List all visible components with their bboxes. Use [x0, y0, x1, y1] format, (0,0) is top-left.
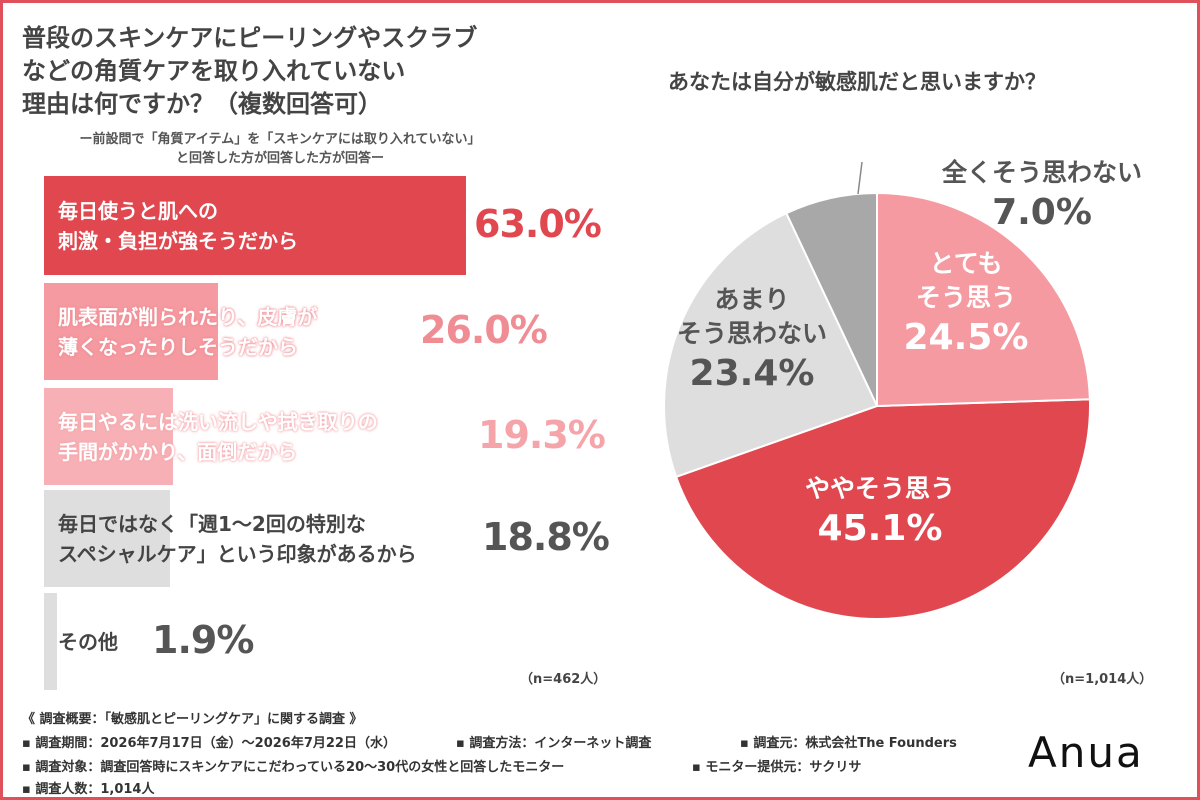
left-title-line-3: 理由は何ですか？（複数回答可） [22, 90, 382, 118]
bar-value-5: 1.9% [152, 617, 254, 662]
bar-label-4: 毎日ではなく「週1〜2回の特別なスペシャルケア」という印象があるから [58, 509, 417, 569]
left-chart-note: ー前設問で「角質アイテム」を「スキンケアには取り入れていない」 と回答した方が回… [40, 130, 520, 168]
pie-value-2: 45.1% [817, 508, 943, 549]
pie-label-1-line-2: そう思う [915, 283, 1016, 312]
survey-heading: 《 調査概要：「敏感肌とピーリングケア」に関する調査 》 [22, 712, 363, 727]
bar-label-4-line-2: スペシャルケア」という印象があるから [58, 541, 417, 566]
bar-label-5: その他 [58, 627, 118, 657]
bar-label-2: 肌表面が削られたり、皮膚が 薄くなったりしそうだから [58, 302, 317, 362]
right-n-label: （n=1,014人） [1052, 672, 1153, 687]
bar-value-3: 19.3% [478, 412, 606, 457]
pie-slice-3 [663, 211, 879, 479]
pie-label-3: あまりそう思わない 23.4% [677, 283, 827, 397]
pie-label-2-line-1: ややそう思う [805, 474, 956, 503]
bar-5 [44, 593, 57, 690]
left-title-line-2: などの角質ケアを取り入れていない [22, 57, 406, 85]
pie-label-2: ややそう思う 45.1% [805, 472, 955, 552]
bar-label-3-line-2: 手間がかかり、面倒だから [58, 439, 298, 464]
bar-3 [44, 388, 174, 485]
survey-source: ▪ 調査元：株式会社The Founders [740, 736, 957, 751]
survey-method: ▪ 調査方法：インターネット調査 [456, 736, 652, 751]
bar-label-1-line-2: 刺激・負担が強そうだから [58, 228, 298, 253]
bar-value-1: 63.0% [474, 201, 602, 246]
left-chart-title: 普段のスキンケアにピーリングやスクラブ などの角質ケアを取り入れていない 理由は… [22, 22, 582, 121]
pie-label-1-line-1: とても [929, 249, 1003, 278]
bar-label-3: 毎日やるには洗い流しや拭き取りの 手間がかかり、面倒だから [58, 407, 378, 467]
pie-label-3-line-2: そう思わない [677, 319, 828, 348]
pie-label-4-line-1: 全くそう思わない [942, 158, 1143, 187]
survey-count: ▪ 調査人数：1,014人 [22, 782, 155, 797]
bar-label-2-line-2: 薄くなったりしそうだから [58, 334, 298, 359]
bar-label-1-line-1: 毎日使うと肌への [58, 198, 218, 223]
bar-2 [44, 283, 219, 380]
bar-label-1: 毎日使うと肌への刺激・負担が強そうだから [58, 196, 298, 256]
left-note-line-2: と回答した方が回答した方が回答ー [175, 151, 384, 166]
pie-label-1: とてもそう思う 24.5% [904, 247, 1029, 361]
survey-target: ▪ 調査対象：調査回答時にスキンケアにこだわっている20〜30代の女性と回答した… [22, 760, 565, 775]
pie-label-3-line-1: あまり [714, 285, 790, 314]
bar-value-2: 26.0% [420, 307, 548, 352]
pie-value-4: 7.0% [992, 192, 1092, 233]
bar-4 [44, 490, 170, 587]
right-chart-title: あなたは自分が敏感肌だと思いますか？ [668, 70, 1046, 94]
survey-period: ▪ 調査期間：2026年7月17日（金）〜2026年7月22日（水） [22, 736, 396, 751]
bar-label-4-line-1: 毎日ではなく「週1〜2回の特別な [58, 511, 366, 536]
left-note-line-1: ー前設問で「角質アイテム」を「スキンケアには取り入れていない」 [79, 132, 481, 147]
pie-leader-line [857, 161, 863, 195]
bar-label-3-line-1: 毎日やるには洗い流しや拭き取りの [58, 409, 378, 434]
left-n-label: （n=462人） [520, 672, 607, 687]
pie-value-1: 24.5% [903, 317, 1029, 358]
bar-label-5-line-1: その他 [58, 629, 118, 654]
bar-1 [44, 176, 466, 275]
left-title-line-1: 普段のスキンケアにピーリングやスクラブ [22, 24, 478, 52]
pie-slice-1 [876, 191, 1091, 408]
pie-value-3: 23.4% [689, 353, 815, 394]
anua-logo: Anua [1028, 728, 1144, 777]
bar-value-4: 18.8% [482, 514, 610, 559]
bar-label-2-line-1: 肌表面が削られたり、皮膚が [58, 304, 318, 329]
survey-provider: ▪ モニター提供元：サクリサ [692, 760, 862, 775]
pie-slice-2 [674, 398, 1091, 620]
pie-label-4: 全くそう思わない 7.0% [942, 156, 1142, 236]
